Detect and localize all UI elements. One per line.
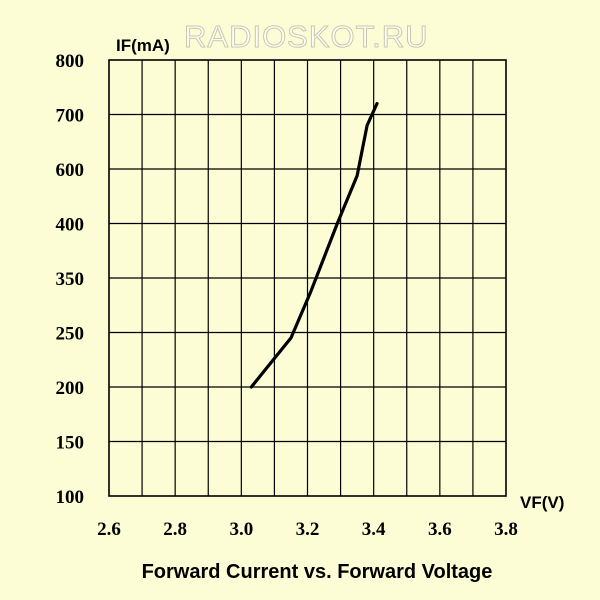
y-tick-label: 150 [56,433,85,454]
chart-caption: Forward Current vs. Forward Voltage [141,561,493,583]
watermark: RADIOSKOT.RU [184,19,429,54]
x-tick-label: 3.4 [362,519,386,540]
y-tick-labels: 800 700 600 400 350 250 200 150 100 [56,51,85,508]
y-tick-label: 350 [56,269,85,290]
x-tick-label: 2.8 [163,519,187,540]
y-tick-label: 600 [56,160,85,181]
y-tick-label: 250 [56,324,85,345]
x-axis-label: VF(V) [520,493,564,512]
y-tick-label: 400 [56,215,85,236]
y-tick-label: 700 [56,106,85,127]
x-tick-label: 3.2 [296,519,320,540]
y-tick-label: 800 [56,51,85,72]
x-tick-label: 3.0 [229,519,253,540]
x-tick-label: 3.6 [428,519,452,540]
series-layer [249,101,379,389]
x-tick-label: 3.8 [494,519,518,540]
y-axis-label: IF(mA) [116,36,170,55]
series-line [249,101,379,389]
grid [108,59,507,497]
y-tick-label: 200 [56,378,85,399]
x-tick-labels: 2.6 2.8 3.0 3.2 3.4 3.6 3.8 [97,519,518,540]
y-tick-label: 100 [56,487,85,508]
x-tick-label: 2.6 [97,519,121,540]
